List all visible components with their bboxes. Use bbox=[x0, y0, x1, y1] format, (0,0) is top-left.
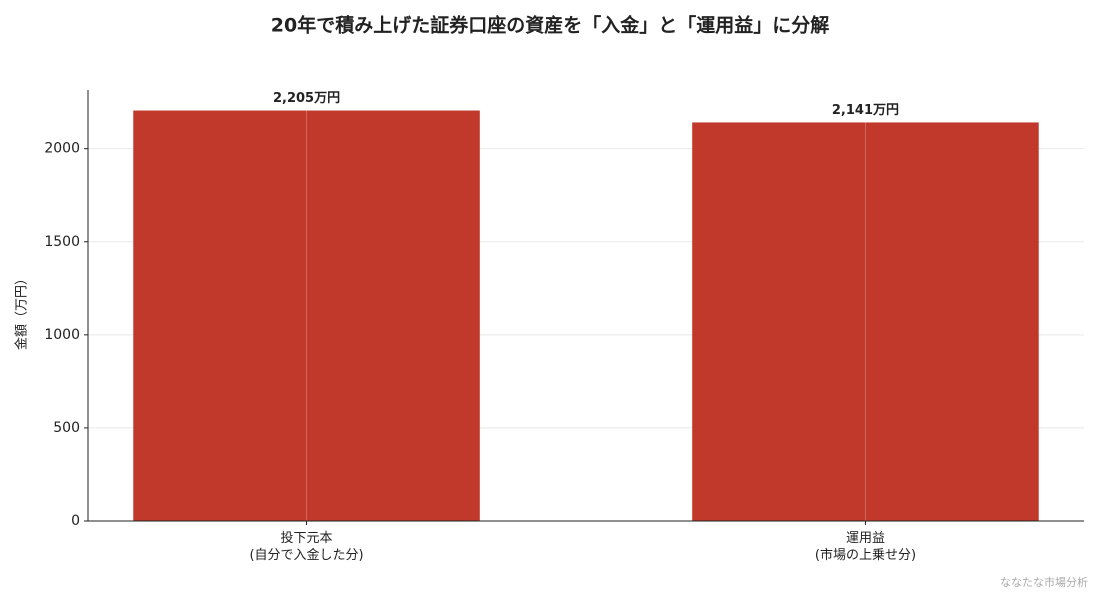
y-tick-label: 0 bbox=[71, 513, 80, 529]
bar bbox=[692, 122, 1039, 521]
watermark: ななたな市場分析 bbox=[1000, 575, 1088, 589]
value-label: 2,205万円 bbox=[273, 91, 340, 106]
y-tick-label: 1500 bbox=[44, 234, 80, 250]
y-tick-label: 2000 bbox=[44, 141, 80, 157]
y-tick-label: 1000 bbox=[44, 327, 80, 343]
x-tick-label: 運用益 (市場の上乗せ分) bbox=[814, 531, 917, 563]
chart-title: 20年で積み上げた証券口座の資産を「入金」と「運用益」に分解 bbox=[271, 14, 829, 37]
x-tick-label: 投下元本 (自分で入金した分) bbox=[249, 531, 364, 563]
y-axis-label: 金額（万円） bbox=[14, 272, 30, 350]
y-tick-label: 500 bbox=[53, 420, 80, 436]
value-label: 2,141万円 bbox=[832, 103, 899, 118]
bar bbox=[133, 110, 480, 522]
